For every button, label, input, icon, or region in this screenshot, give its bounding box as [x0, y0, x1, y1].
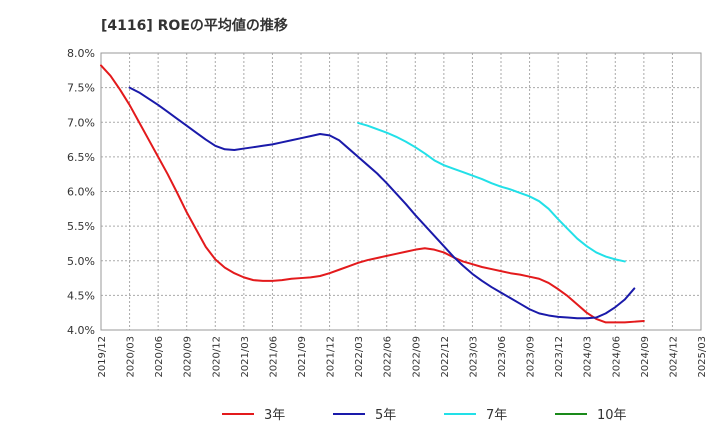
y-tick-label: 4.5% [67, 289, 95, 302]
x-tick-label: 2023/09 [526, 336, 537, 378]
axis-layer: 4.0% 4.5% 5.0% 5.5% 6.0% 6.5% 7.0% 7.5% 8.0% 2019… [67, 47, 708, 378]
x-tick-label: 2025/03 [697, 336, 708, 378]
chart-title: [4116] ROEの平均値の推移 [101, 17, 288, 34]
x-tick-label: 2024/09 [640, 336, 651, 378]
series-line-1 [100, 64, 645, 324]
x-tick-label: 2024/03 [583, 336, 594, 378]
y-tick-label: 6.5% [67, 151, 95, 164]
x-tick-label: 2021/09 [297, 336, 308, 378]
series-layer [100, 64, 645, 324]
grid-layer [101, 53, 701, 330]
y-tick-label: 7.5% [67, 82, 95, 95]
y-tick-label: 7.0% [67, 116, 95, 129]
x-tick-label: 2024/06 [611, 336, 622, 378]
x-tick-label: 2022/09 [411, 336, 422, 378]
legend-label-3: 7年 [486, 408, 507, 423]
x-tick-label: 2023/06 [497, 336, 508, 378]
x-tick-label: 2021/03 [240, 336, 251, 378]
plot-frame [100, 52, 702, 331]
x-tick-label: 2020/06 [154, 336, 165, 378]
series-line-3 [357, 121, 626, 263]
x-tick-label: 2020/09 [183, 336, 194, 378]
y-tick-label: 8.0% [67, 47, 95, 60]
x-tick-label: 2022/12 [440, 336, 451, 378]
legend-label-2: 5年 [375, 408, 396, 423]
y-tick-label: 4.0% [67, 324, 95, 337]
x-tick-label: 2024/12 [668, 336, 679, 378]
legend-label-1: 3年 [264, 408, 285, 423]
x-tick-label: 2023/03 [468, 336, 479, 378]
x-tick-label: 2019/12 [97, 336, 108, 378]
x-tick-label: 2022/06 [383, 336, 394, 378]
x-tick-label: 2021/06 [268, 336, 279, 378]
y-tick-label: 5.5% [67, 220, 95, 233]
x-tick-label: 2020/12 [211, 336, 222, 378]
x-tick-label: 2023/12 [554, 336, 565, 378]
x-tick-label: 2020/03 [126, 336, 137, 378]
legend-label-4: 10年 [597, 408, 627, 423]
x-tick-label: 2021/12 [326, 336, 337, 378]
y-tick-label: 5.0% [67, 255, 95, 268]
y-tick-label: 6.0% [67, 186, 95, 199]
series-line-2 [128, 86, 636, 320]
legend: 3年 5年 7年 10年 [222, 408, 627, 423]
x-tick-label: 2022/03 [354, 336, 365, 378]
